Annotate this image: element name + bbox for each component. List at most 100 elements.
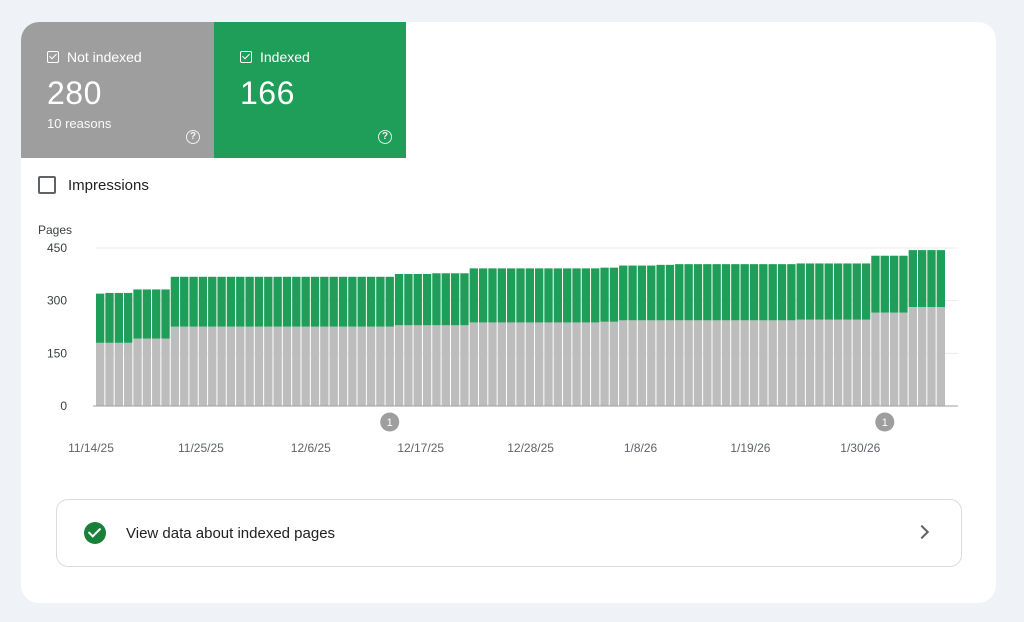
bar-indexed <box>329 276 338 327</box>
bar-not-indexed <box>936 306 945 406</box>
bar-not-indexed <box>516 322 525 406</box>
bar-not-indexed <box>619 320 628 406</box>
bar-not-indexed <box>133 338 142 406</box>
bar-not-indexed <box>292 326 301 406</box>
bar-indexed <box>273 276 282 327</box>
bar-not-indexed <box>357 326 366 406</box>
impressions-toggle[interactable]: Impressions <box>38 176 149 194</box>
bar-not-indexed <box>506 322 516 406</box>
y-tick-label: 0 <box>60 399 67 413</box>
indexed-tile[interactable]: Indexed 166 ? <box>214 22 406 158</box>
annotation-marker[interactable]: 1 <box>380 412 400 432</box>
checkbox-checked-icon[interactable] <box>47 51 59 63</box>
bar-not-indexed <box>189 326 198 406</box>
bar-not-indexed <box>824 319 833 406</box>
bar-indexed <box>609 267 619 322</box>
bar-not-indexed <box>731 320 740 406</box>
bar-indexed <box>282 276 292 327</box>
bar-indexed <box>647 265 656 321</box>
bar-not-indexed <box>749 320 759 406</box>
indexed-label: Indexed <box>260 49 310 65</box>
bar-not-indexed <box>843 319 852 406</box>
bar-indexed <box>899 255 908 313</box>
view-indexed-pages-label: View data about indexed pages <box>126 524 336 542</box>
checkbox-unchecked-icon[interactable] <box>38 176 56 194</box>
bar-indexed <box>852 263 861 320</box>
bar-indexed <box>450 273 460 326</box>
help-icon[interactable]: ? <box>186 130 200 144</box>
bar-not-indexed <box>889 312 899 406</box>
bar-not-indexed <box>908 306 917 406</box>
bar-not-indexed <box>535 322 544 406</box>
bar-indexed <box>833 263 843 320</box>
bar-indexed <box>731 264 740 321</box>
x-tick-label: 1/19/26 <box>730 441 770 455</box>
bar-indexed <box>917 250 927 307</box>
not-indexed-count: 280 <box>47 75 102 111</box>
x-tick-label: 1/30/26 <box>840 441 880 455</box>
chevron-right-icon[interactable] <box>914 524 930 540</box>
x-tick-label: 12/6/25 <box>291 441 331 455</box>
bar-indexed <box>712 264 721 321</box>
help-icon[interactable]: ? <box>378 130 392 144</box>
bar-indexed <box>506 268 516 323</box>
x-tick-label: 11/14/25 <box>68 441 114 455</box>
bar-not-indexed <box>684 320 693 406</box>
not-indexed-tile[interactable]: Not indexed 280 10 reasons ? <box>21 22 214 158</box>
bar-indexed <box>824 263 833 320</box>
bar-indexed <box>843 263 852 320</box>
bar-indexed <box>478 268 488 323</box>
bar-not-indexed <box>124 342 133 406</box>
bar-indexed <box>749 264 759 321</box>
bar-not-indexed <box>600 321 609 406</box>
index-report-card: Not indexed 280 10 reasons ? Indexed 166… <box>21 22 996 603</box>
bar-not-indexed <box>861 319 871 406</box>
bar-not-indexed <box>693 320 703 406</box>
y-tick-label: 300 <box>47 294 67 308</box>
bar-indexed <box>777 264 787 321</box>
bar-not-indexed <box>899 312 908 406</box>
bar-not-indexed <box>264 326 273 406</box>
bar-indexed <box>133 289 142 339</box>
svg-text:1: 1 <box>882 417 888 429</box>
bar-indexed <box>152 289 161 339</box>
bar-not-indexed <box>703 320 712 406</box>
bar-indexed <box>740 264 749 321</box>
x-tick-label: 11/25/25 <box>178 441 224 455</box>
bar-indexed <box>105 292 114 343</box>
bar-not-indexed <box>413 325 422 406</box>
bar-indexed <box>161 289 170 339</box>
bar-indexed <box>208 276 217 327</box>
bar-not-indexed <box>796 319 805 406</box>
bar-indexed <box>217 276 226 327</box>
bar-indexed <box>394 273 404 326</box>
y-tick-label: 450 <box>47 241 67 255</box>
bar-indexed <box>170 276 180 327</box>
annotation-marker[interactable]: 1 <box>875 412 895 432</box>
indexed-count: 166 <box>240 75 295 111</box>
bar-indexed <box>861 263 871 320</box>
bar-indexed <box>320 276 329 327</box>
bar-indexed <box>441 273 450 326</box>
bar-indexed <box>245 276 254 327</box>
bar-not-indexed <box>114 342 124 406</box>
bar-not-indexed <box>525 322 535 406</box>
bar-not-indexed <box>647 320 656 406</box>
bar-not-indexed <box>180 326 189 406</box>
bar-not-indexed <box>217 326 226 406</box>
bar-not-indexed <box>282 326 292 406</box>
bar-indexed <box>619 265 628 321</box>
bar-not-indexed <box>422 325 432 406</box>
bar-indexed <box>815 263 824 320</box>
bar-indexed <box>348 276 357 327</box>
bar-indexed <box>376 276 385 327</box>
bar-indexed <box>880 255 889 313</box>
bar-indexed <box>927 250 936 307</box>
view-indexed-pages-row[interactable]: View data about indexed pages <box>56 499 962 567</box>
bar-indexed <box>357 276 366 327</box>
bar-indexed <box>404 273 413 326</box>
bar-indexed <box>591 268 600 323</box>
bar-indexed <box>413 273 422 326</box>
checkbox-checked-icon[interactable] <box>240 51 252 63</box>
bar-indexed <box>301 276 310 327</box>
